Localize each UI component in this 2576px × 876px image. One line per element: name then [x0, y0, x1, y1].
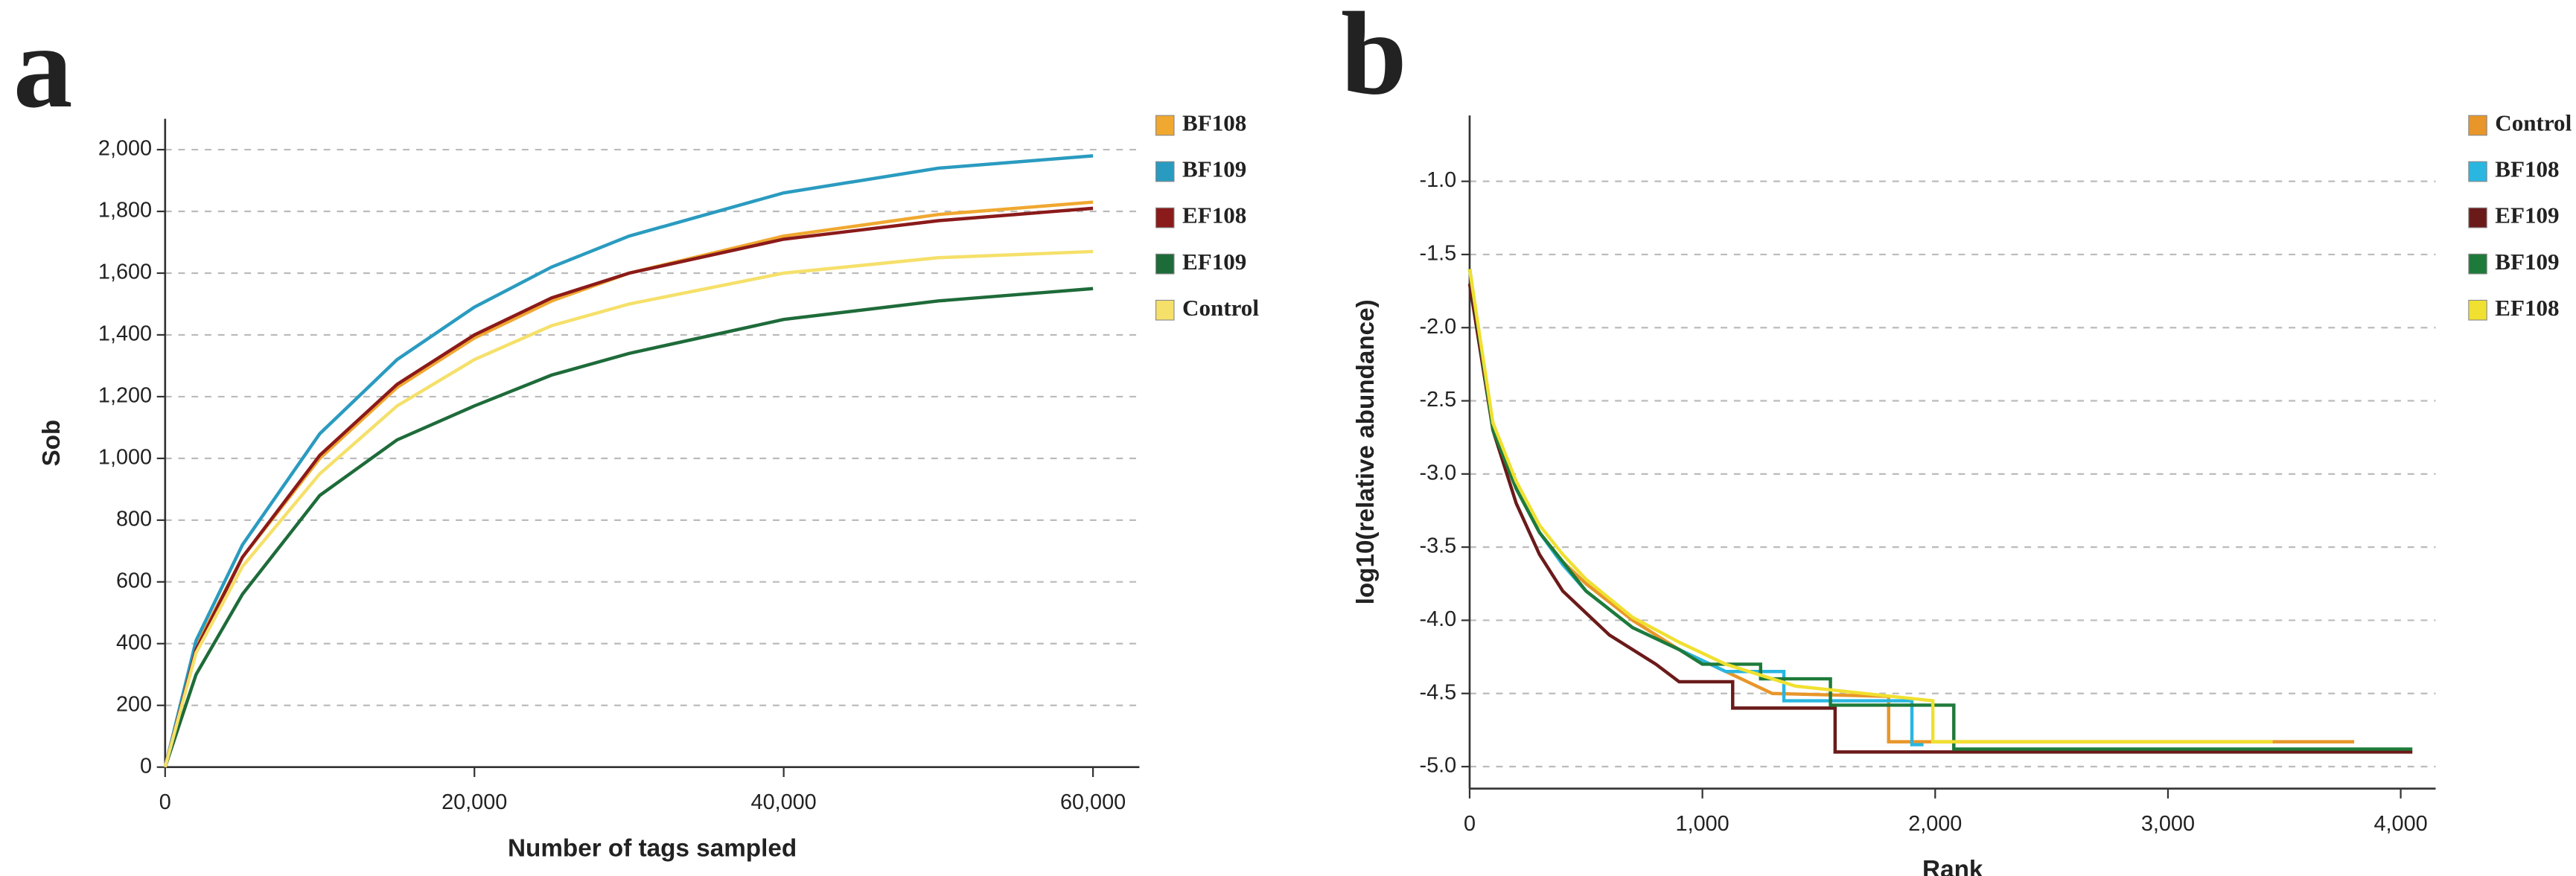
- x-tick-label: 0: [159, 790, 171, 814]
- legend-swatch: [2468, 299, 2487, 321]
- legend-swatch: [2468, 207, 2487, 228]
- panel-label: b: [1341, 0, 1407, 119]
- legend-label: BF109: [1182, 156, 1246, 182]
- y-tick-label: 1,600: [98, 260, 152, 284]
- legend-label: EF109: [1182, 249, 1246, 275]
- legend-label: EF108: [1182, 202, 1246, 228]
- series-line: [1467, 269, 2273, 744]
- legend-label: BF108: [1182, 110, 1246, 136]
- x-axis-title: Number of tags sampled: [508, 834, 797, 862]
- y-tick-label: 1,200: [98, 384, 152, 408]
- y-tick-label: 1,400: [98, 322, 152, 346]
- series-line: [163, 287, 1094, 768]
- y-tick-label: -3.5: [1420, 534, 1457, 558]
- series-line: [163, 200, 1094, 768]
- y-tick-label: 800: [116, 507, 152, 531]
- x-tick-label: 2,000: [1908, 812, 1962, 836]
- x-axis-title: Rank: [1922, 856, 1983, 876]
- legend-label: EF108: [2495, 295, 2559, 321]
- y-tick-label: -1.5: [1420, 242, 1457, 266]
- x-tick-label: 40,000: [751, 790, 817, 814]
- series-line: [1467, 269, 2413, 751]
- legend-label: BF109: [2495, 249, 2559, 275]
- y-tick-label: -2.5: [1420, 388, 1457, 412]
- legend-swatch: [2468, 161, 2487, 182]
- legend-swatch: [2468, 253, 2487, 275]
- legend-swatch: [1155, 115, 1175, 136]
- series-line: [1467, 269, 1924, 746]
- legend-label: EF109: [2495, 202, 2559, 228]
- x-tick-label: 4,000: [2374, 812, 2428, 836]
- y-tick-label: -3.0: [1420, 461, 1457, 485]
- panel-label: a: [13, 1, 73, 132]
- y-tick-label: 0: [140, 754, 152, 778]
- y-tick-label: 600: [116, 569, 152, 592]
- x-tick-label: 3,000: [2141, 812, 2195, 836]
- x-tick-label: 20,000: [441, 790, 507, 814]
- legend-label: Control: [2495, 110, 2572, 136]
- legend-swatch: [2468, 115, 2487, 136]
- y-tick-label: 1,800: [98, 199, 152, 223]
- legend-swatch: [1155, 207, 1175, 228]
- legend-swatch: [1155, 299, 1175, 321]
- series-line: [163, 154, 1094, 768]
- y-tick-label: 2,000: [98, 137, 152, 161]
- legend-label: Control: [1182, 295, 1259, 321]
- x-tick-label: 60,000: [1060, 790, 1126, 814]
- y-tick-label: -4.5: [1420, 680, 1457, 704]
- y-tick-label: -2.0: [1420, 315, 1457, 339]
- y-tick-label: -4.0: [1420, 607, 1457, 631]
- y-tick-label: 400: [116, 630, 152, 654]
- y-axis-title: log10(relative abundance): [1352, 299, 1380, 604]
- series-line: [163, 206, 1094, 768]
- series-line: [1467, 283, 2413, 754]
- y-tick-label: 1,000: [98, 446, 152, 470]
- y-tick-label: 200: [116, 692, 152, 716]
- series-line: [163, 249, 1094, 768]
- x-tick-label: 1,000: [1676, 812, 1729, 836]
- legend-label: BF108: [2495, 156, 2559, 182]
- legend-swatch: [1155, 161, 1175, 182]
- legend-swatch: [1155, 253, 1175, 275]
- x-tick-label: 0: [1464, 812, 1476, 836]
- series-line: [1467, 269, 2355, 744]
- y-axis-title: Sob: [38, 420, 66, 467]
- y-tick-label: -5.0: [1420, 754, 1457, 778]
- y-tick-label: -1.0: [1420, 168, 1457, 192]
